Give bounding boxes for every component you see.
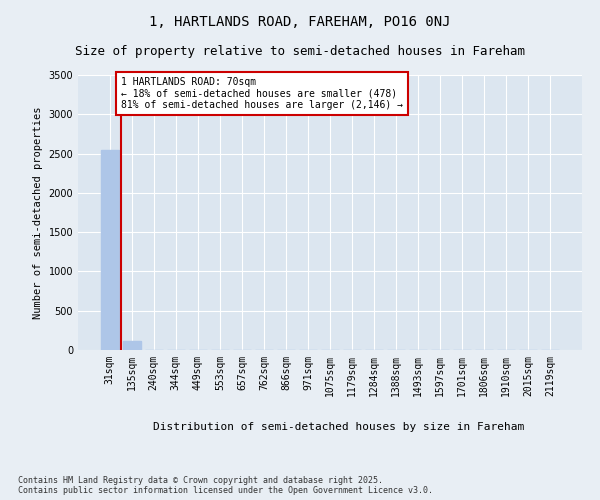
Y-axis label: Number of semi-detached properties: Number of semi-detached properties xyxy=(33,106,43,319)
Text: Contains HM Land Registry data © Crown copyright and database right 2025.
Contai: Contains HM Land Registry data © Crown c… xyxy=(18,476,433,495)
Text: 1, HARTLANDS ROAD, FAREHAM, PO16 0NJ: 1, HARTLANDS ROAD, FAREHAM, PO16 0NJ xyxy=(149,15,451,29)
Text: 1 HARTLANDS ROAD: 70sqm
← 18% of semi-detached houses are smaller (478)
81% of s: 1 HARTLANDS ROAD: 70sqm ← 18% of semi-de… xyxy=(121,76,403,110)
Text: Distribution of semi-detached houses by size in Fareham: Distribution of semi-detached houses by … xyxy=(154,422,524,432)
Bar xyxy=(101,150,119,350)
Bar xyxy=(123,342,140,350)
Text: Size of property relative to semi-detached houses in Fareham: Size of property relative to semi-detach… xyxy=(75,45,525,58)
